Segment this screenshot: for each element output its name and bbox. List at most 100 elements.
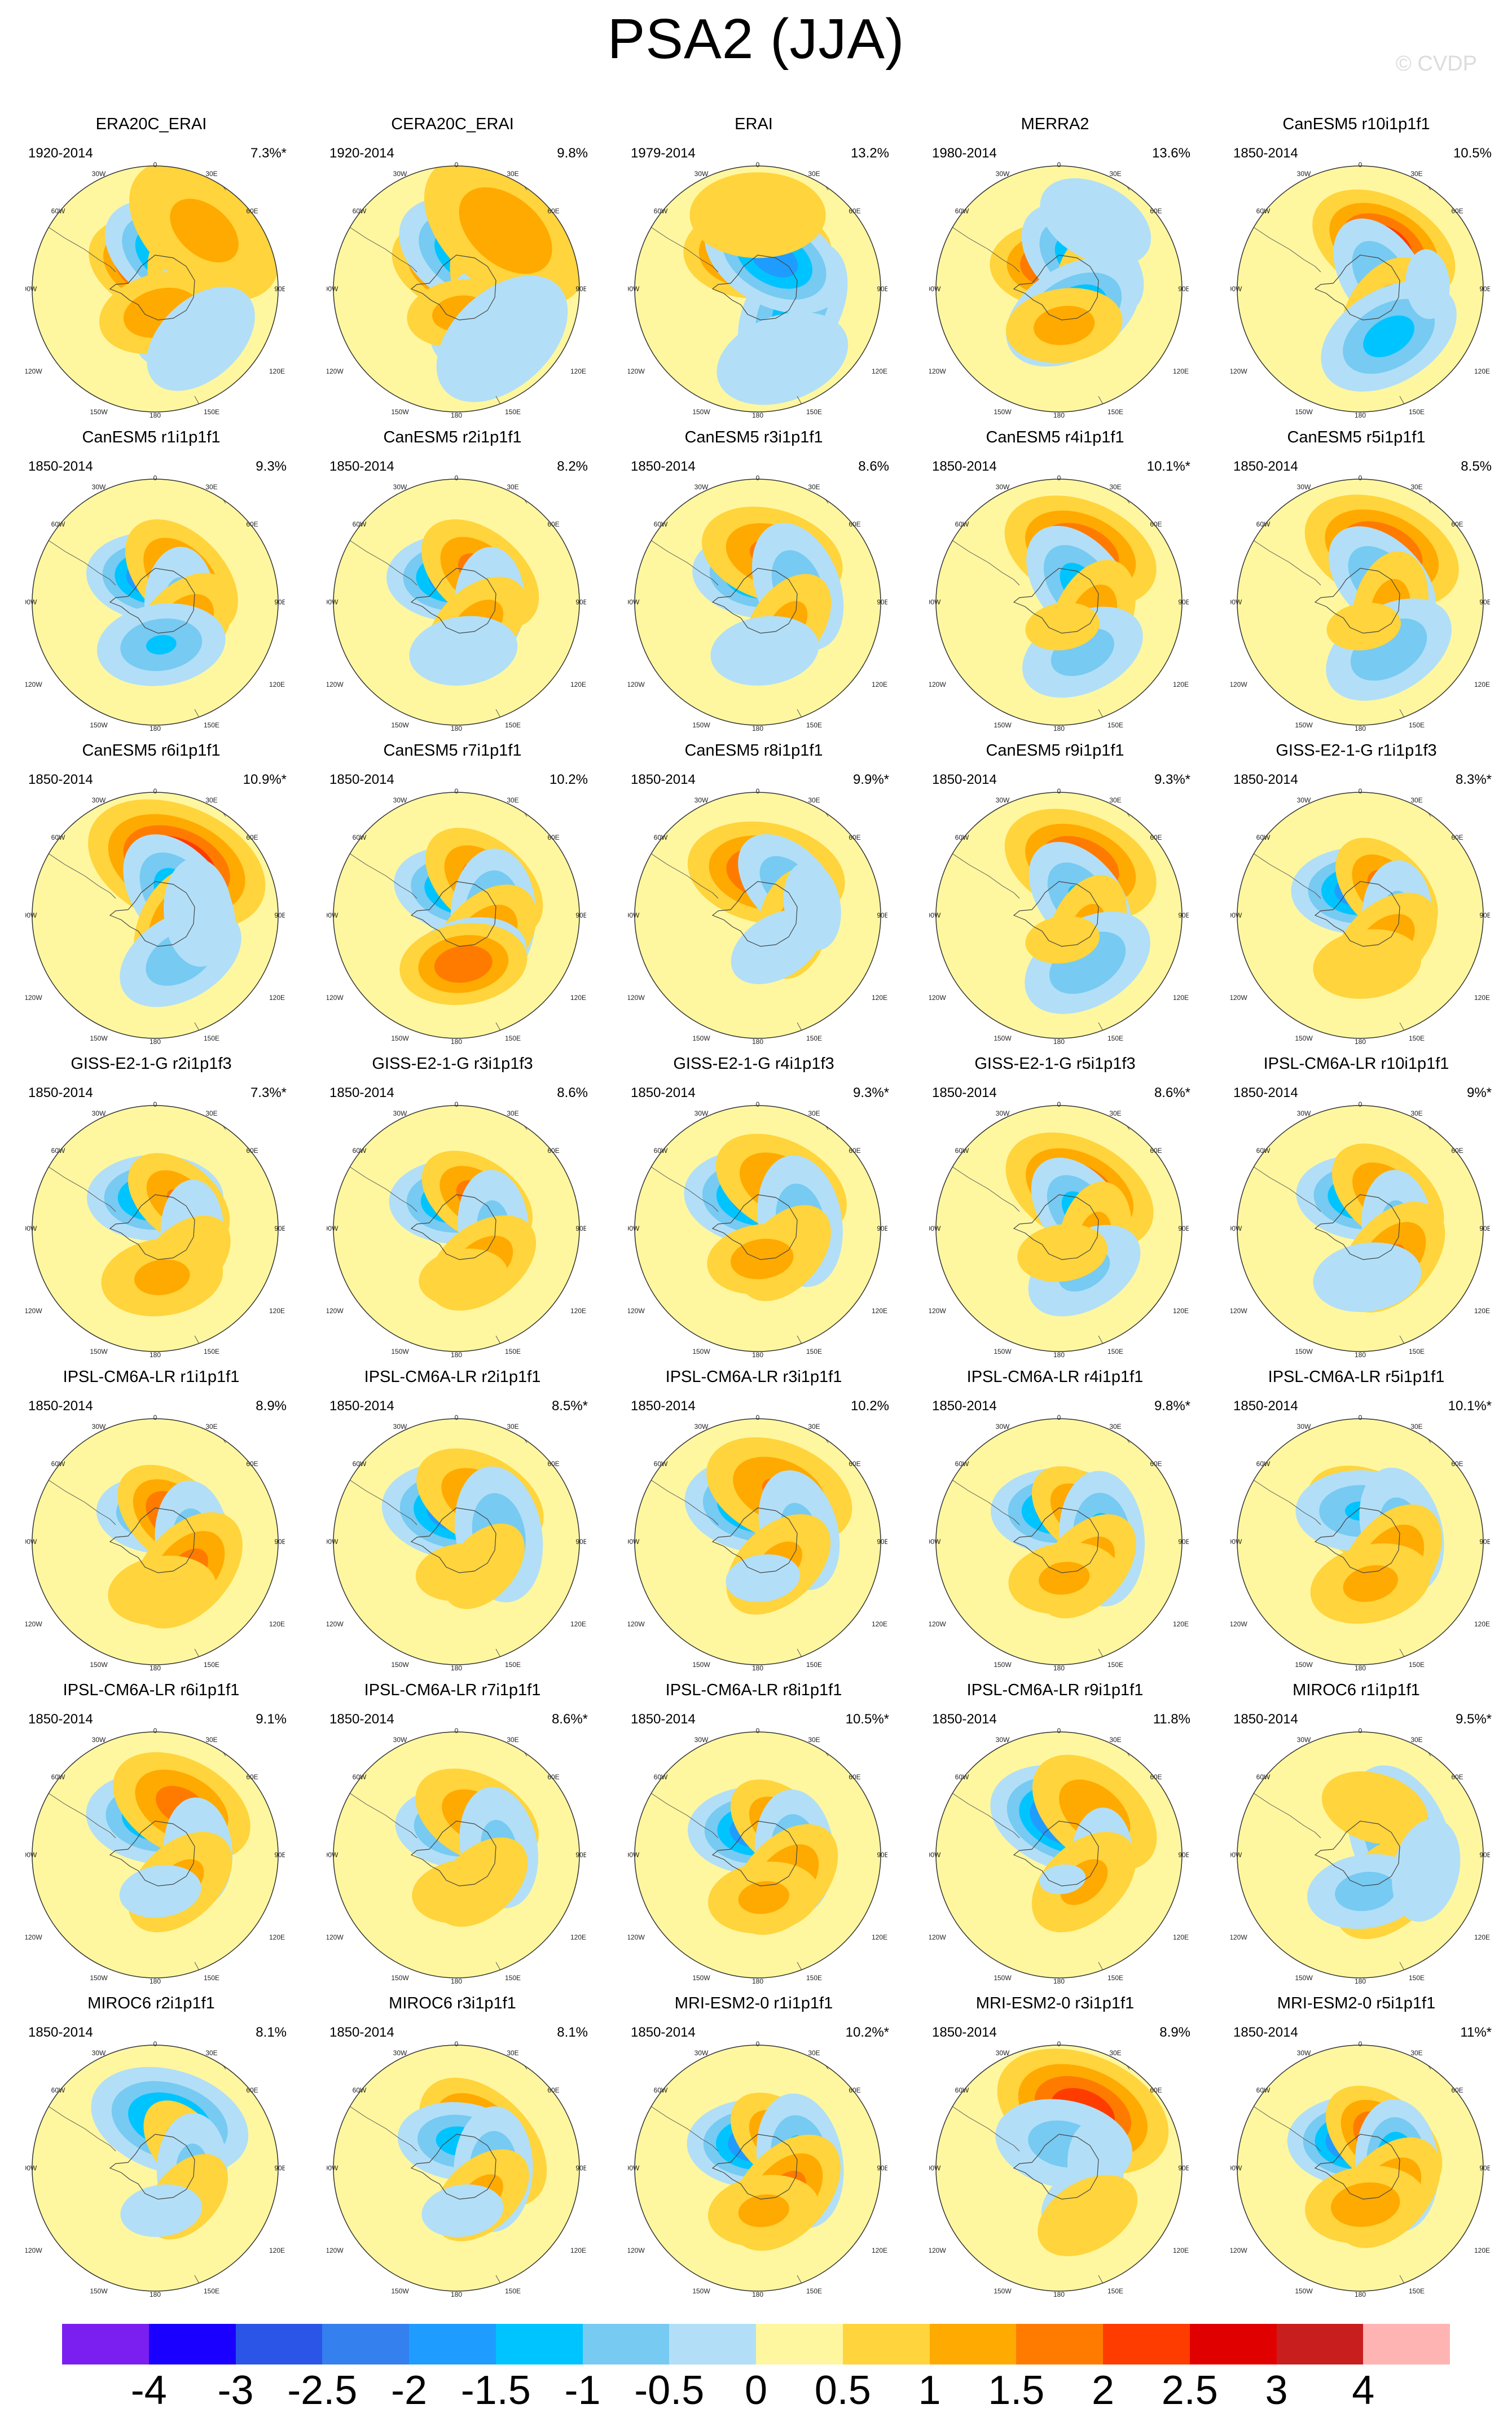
longitude-label: 150W: [994, 1034, 1012, 1042]
south-america-outline: [47, 539, 116, 586]
panel-period: 1850-2014: [329, 1398, 394, 1414]
longitude-label: 60W: [1256, 833, 1271, 841]
colorbar-tick-label: -2.5: [287, 2368, 358, 2413]
south-america-outline: [1252, 853, 1321, 899]
longitude-label: 180: [1053, 1977, 1065, 1985]
south-america-outline: [47, 1166, 116, 1212]
polar-map: 0 30W 30E 60W 60E 90W 90E 120W 120E 150W 150E 180: [628, 1100, 887, 1358]
longitude-label: 120E: [1474, 367, 1490, 375]
longitude-label: 90E: [877, 598, 887, 606]
longitude-label: 60W: [955, 2086, 969, 2094]
panel-title: IPSL-CM6A-LR r5i1p1f1: [1268, 1368, 1445, 1386]
panel-title: ERAI: [735, 115, 773, 133]
longitude-label: 30W: [393, 483, 407, 491]
longitude-label: 60W: [654, 520, 668, 528]
longitude-label: 150W: [692, 2287, 710, 2295]
panel-title: CanESM5 r3i1p1f1: [684, 428, 823, 446]
colorbar-tick-label: 3: [1265, 2368, 1288, 2413]
longitude-label: 180: [752, 725, 763, 732]
longitude-label: 60E: [1150, 1147, 1162, 1155]
longitude-label: 60E: [849, 2086, 860, 2094]
longitude-label: 150E: [1409, 2287, 1425, 2295]
polar-map: 0 30W 30E 60W 60E 90W 90E 120W 120E 150W 150E 180: [327, 1727, 586, 1985]
antarctica-outline: [711, 2134, 798, 2200]
longitude-label: 60E: [1451, 2086, 1463, 2094]
antarctica-outline: [1314, 881, 1400, 947]
panel-title: CanESM5 r1i1p1f1: [82, 428, 221, 446]
longitude-label: 90E: [877, 1851, 887, 1859]
longitude-label: 90W: [929, 1538, 941, 1546]
longitude-label: 150W: [90, 408, 108, 416]
longitude-label: 120E: [872, 2247, 887, 2254]
map-border: [333, 1105, 580, 1352]
longitude-label: 60E: [547, 2086, 559, 2094]
longitude-label: 30E: [507, 170, 518, 178]
anomaly-contour: [108, 1555, 217, 1626]
map-border: [935, 479, 1183, 726]
panel-period: 1850-2014: [28, 2025, 93, 2040]
panel-variance: 11%*: [1460, 2025, 1492, 2040]
panel-variance: 8.2%: [557, 459, 588, 474]
longitude-label: 150W: [90, 721, 108, 729]
longitude-label: 30W: [695, 170, 709, 178]
longitude-label: 0: [1359, 2040, 1362, 2048]
longitude-label: 150E: [1107, 2287, 1123, 2295]
south-america-outline: [349, 2105, 417, 2152]
longitude-label: 60W: [51, 207, 65, 215]
longitude-label: 120E: [570, 1307, 586, 1315]
panel-variance: 7.3%*: [250, 1085, 287, 1100]
anomaly-contour: [1330, 2182, 1400, 2227]
longitude-label: 60W: [654, 1773, 668, 1781]
longitude-label: 180: [752, 1977, 763, 1985]
longitude-label: 60E: [246, 207, 258, 215]
longitude-label: 120E: [269, 2247, 285, 2254]
longitude-label: 180: [1053, 1038, 1065, 1045]
map-border: [32, 1731, 279, 1978]
longitude-label: 120E: [269, 367, 285, 375]
longitude-label: 150W: [90, 1974, 108, 1982]
panel-title: MERRA2: [1021, 115, 1089, 133]
longitude-label: 60W: [654, 1460, 668, 1468]
anomaly-contour: [412, 1859, 512, 1924]
longitude-label: 0: [153, 2040, 157, 2048]
longitude-label: 60E: [1451, 1460, 1463, 1468]
panel-period: 1850-2014: [1233, 2025, 1298, 2040]
panel-variance: 8.3%*: [1455, 772, 1492, 787]
colorbar-swatch: [495, 2324, 583, 2364]
longitude-label: 30W: [393, 1736, 407, 1744]
longitude-label: 150W: [391, 1661, 409, 1669]
antarctica-outline: [1013, 1194, 1099, 1260]
longitude-label: 30W: [996, 170, 1010, 178]
longitude-label: 150W: [1295, 1348, 1313, 1355]
panel-variance: 7.3%*: [250, 146, 287, 161]
longitude-label: 30E: [507, 796, 518, 804]
map-border: [935, 165, 1183, 413]
map-border: [333, 2045, 580, 2292]
longitude-label: 90W: [25, 1225, 37, 1232]
longitude-label: 180: [150, 1351, 161, 1358]
longitude-label: 150W: [692, 1974, 710, 1982]
polar-map: 0 30W 30E 60W 60E 90W 90E 120W 120E 150W 150E 180: [1230, 2040, 1490, 2298]
colorbar-tick-label: 1.5: [988, 2368, 1045, 2413]
longitude-label: 150E: [505, 721, 521, 729]
longitude-label: 150W: [692, 1034, 710, 1042]
map-border: [333, 1731, 580, 1978]
panel-variance: 13.6%: [1151, 146, 1190, 161]
map-border: [1237, 792, 1484, 1039]
longitude-label: 180: [150, 1664, 161, 1672]
longitude-label: 180: [451, 1351, 462, 1358]
longitude-label: 150E: [204, 1034, 219, 1042]
polar-map: 0 30W 30E 60W 60E 90W 90E 120W 120E 150W 150E 180: [327, 1100, 586, 1358]
longitude-label: 30W: [996, 1109, 1010, 1117]
longitude-label: 60W: [1256, 1773, 1271, 1781]
longitude-label: 120E: [570, 2247, 586, 2254]
longitude-label: 60E: [1150, 833, 1162, 841]
panel-period: 1850-2014: [329, 2025, 394, 2040]
longitude-label: 120E: [570, 994, 586, 1002]
longitude-label: 90W: [1230, 1538, 1242, 1546]
map-panel: GISS-E2-1-G r2i1p1f3 1850-2014 7.3%* 0 30W 30…: [0, 940, 302, 1358]
map-border: [634, 165, 881, 413]
map-panel: MERRA2 1980-2014 13.6% 0 30W 30E 60W 60E 90W 90E 1…: [904, 0, 1206, 419]
panel-title: MRI-ESM2-0 r5i1p1f1: [1277, 1994, 1436, 2012]
polar-map: 0 30W 30E 60W 60E 90W 90E 120W 120E 150W 150E 180: [25, 787, 285, 1045]
